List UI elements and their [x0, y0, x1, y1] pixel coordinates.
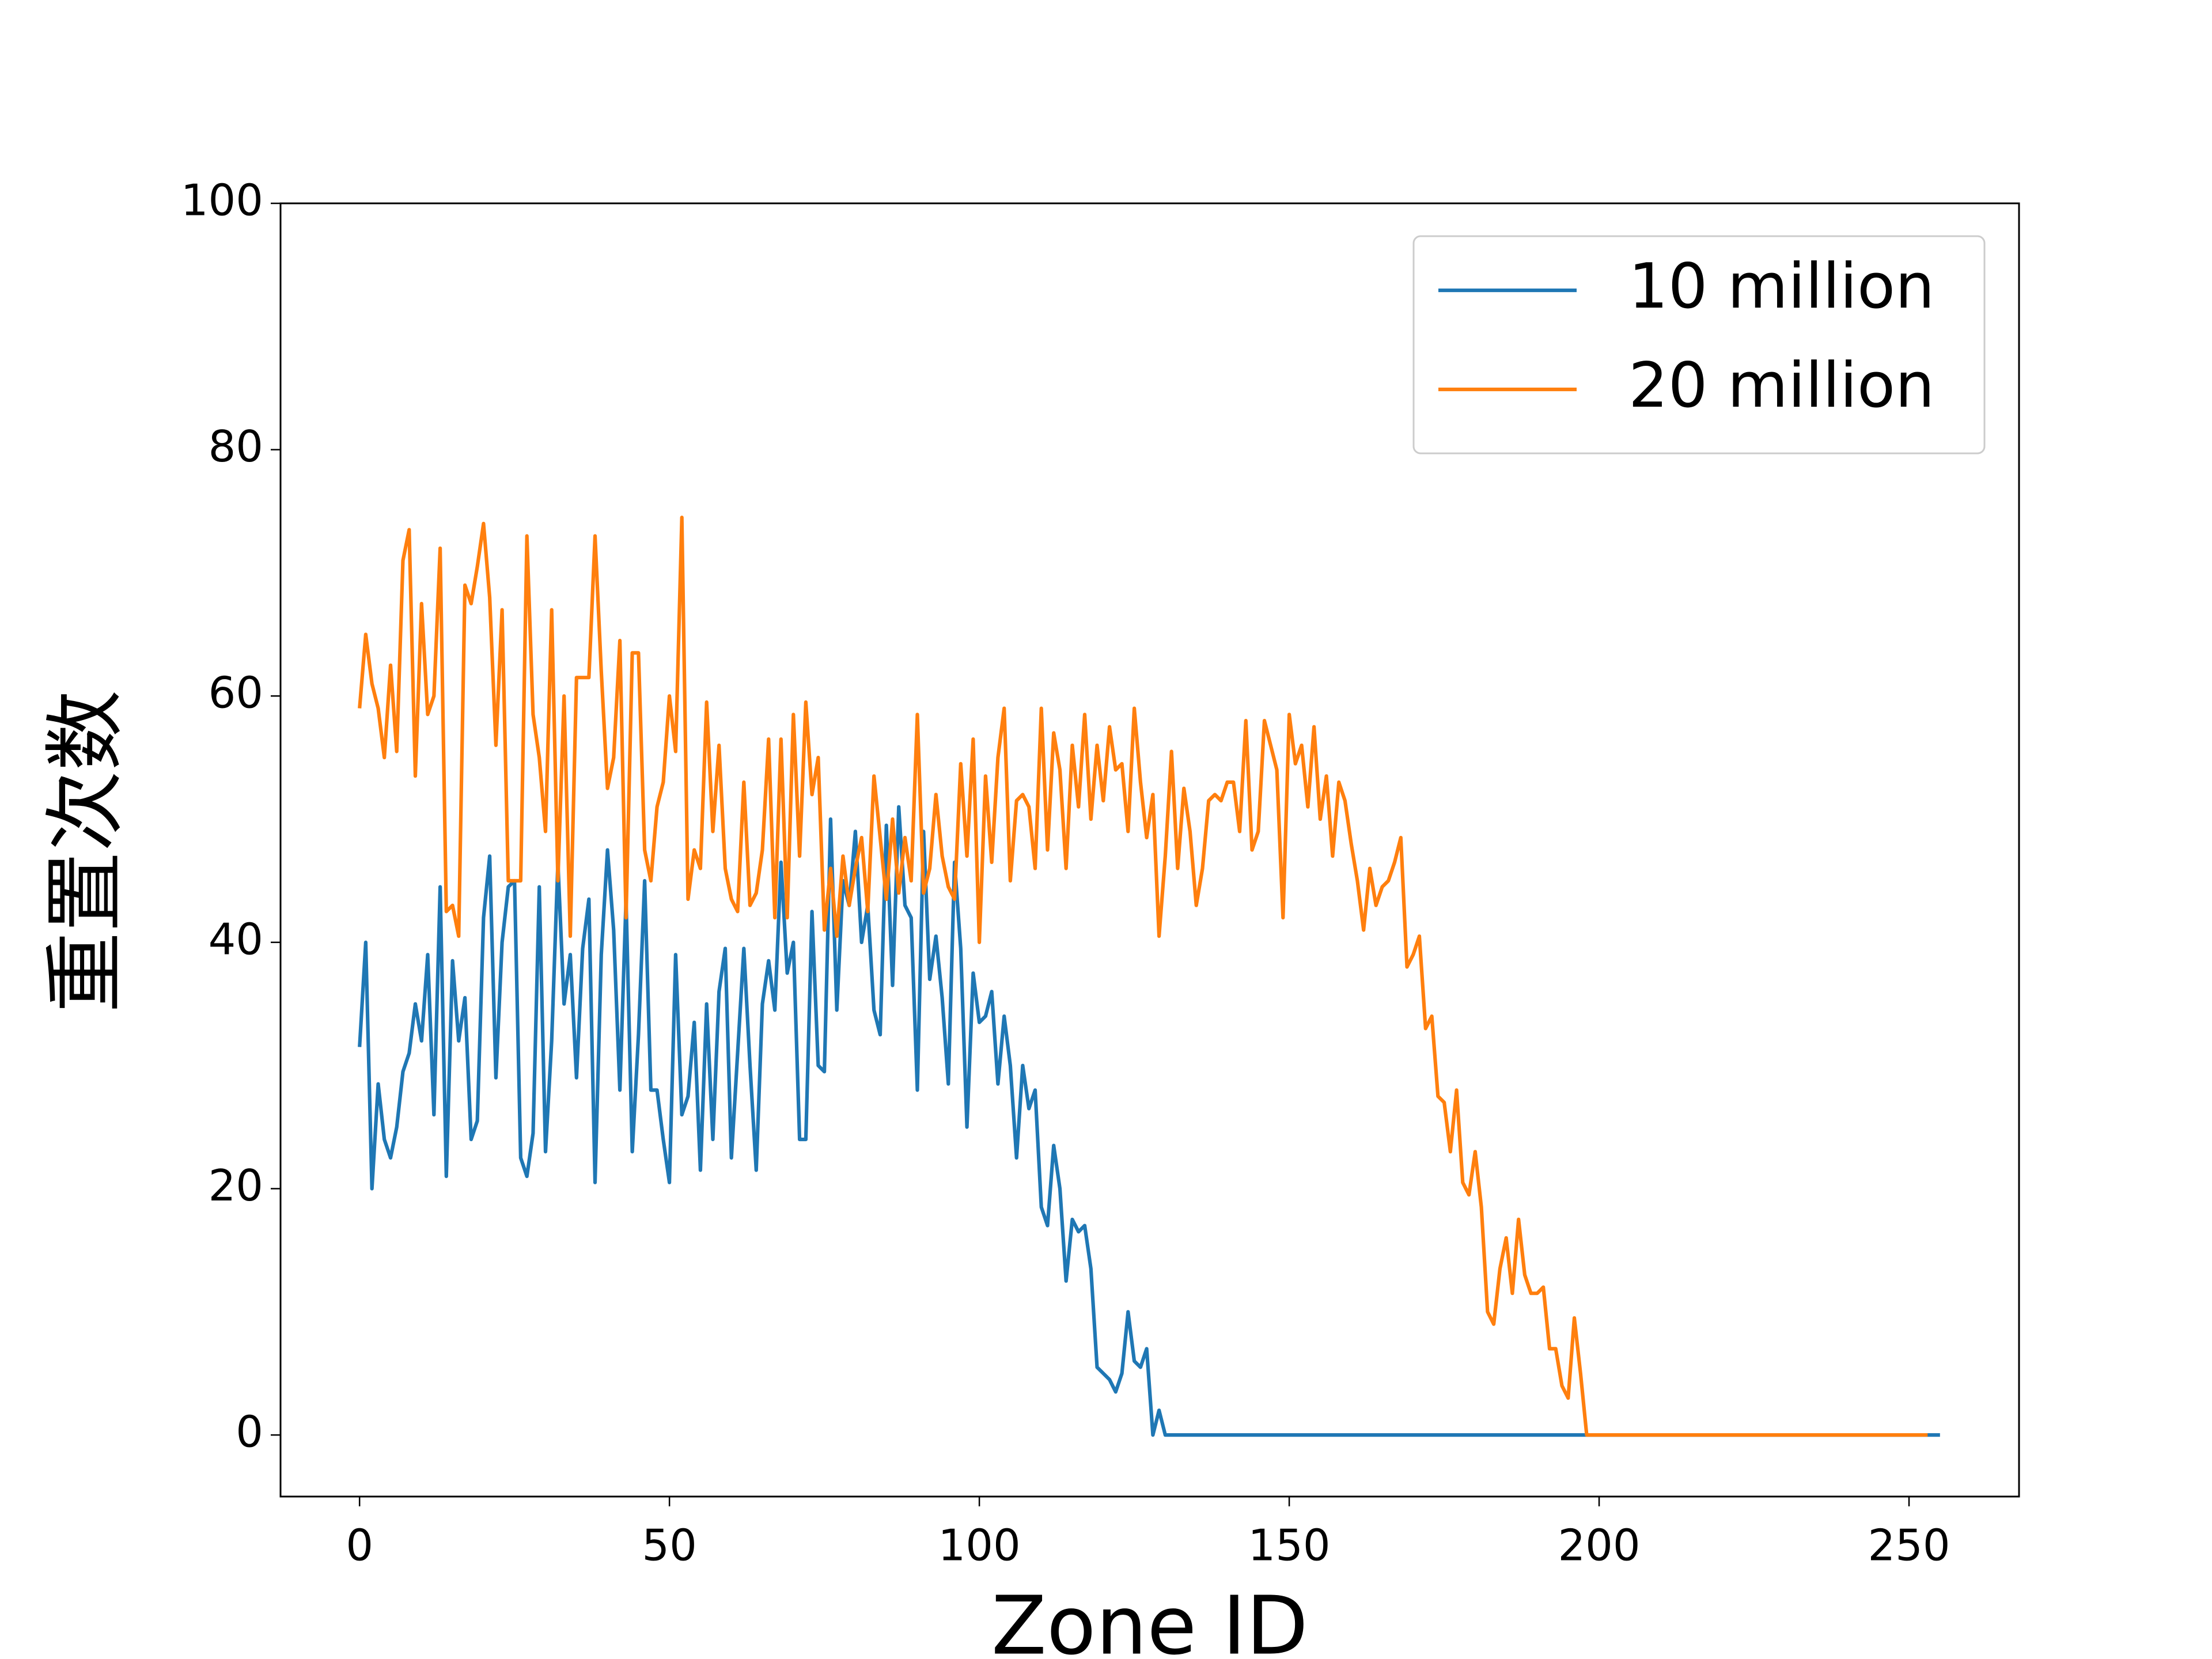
legend-label: 10 million	[1628, 251, 1935, 323]
x-axis-label: Zone ID	[991, 1580, 1308, 1659]
y-tick-label: 40	[209, 914, 263, 964]
x-tick-label: 150	[1248, 1520, 1331, 1571]
y-tick-label: 100	[181, 175, 263, 226]
y-tick-label: 20	[209, 1160, 263, 1211]
y-axis-label: 重置次数	[39, 690, 133, 1013]
data-line	[358, 516, 1928, 1437]
plot-frame	[279, 202, 2020, 1498]
x-tick-label: 250	[1868, 1520, 1950, 1571]
x-tick-label: 100	[938, 1520, 1021, 1571]
x-tick-label: 200	[1558, 1520, 1640, 1571]
x-tick-label: 0	[346, 1520, 373, 1571]
x-tick-label: 50	[642, 1520, 696, 1571]
y-tick-label: 80	[209, 421, 263, 472]
y-tick-label: 60	[209, 668, 263, 718]
legend-label: 20 million	[1628, 350, 1935, 422]
y-tick-label: 0	[236, 1407, 263, 1457]
